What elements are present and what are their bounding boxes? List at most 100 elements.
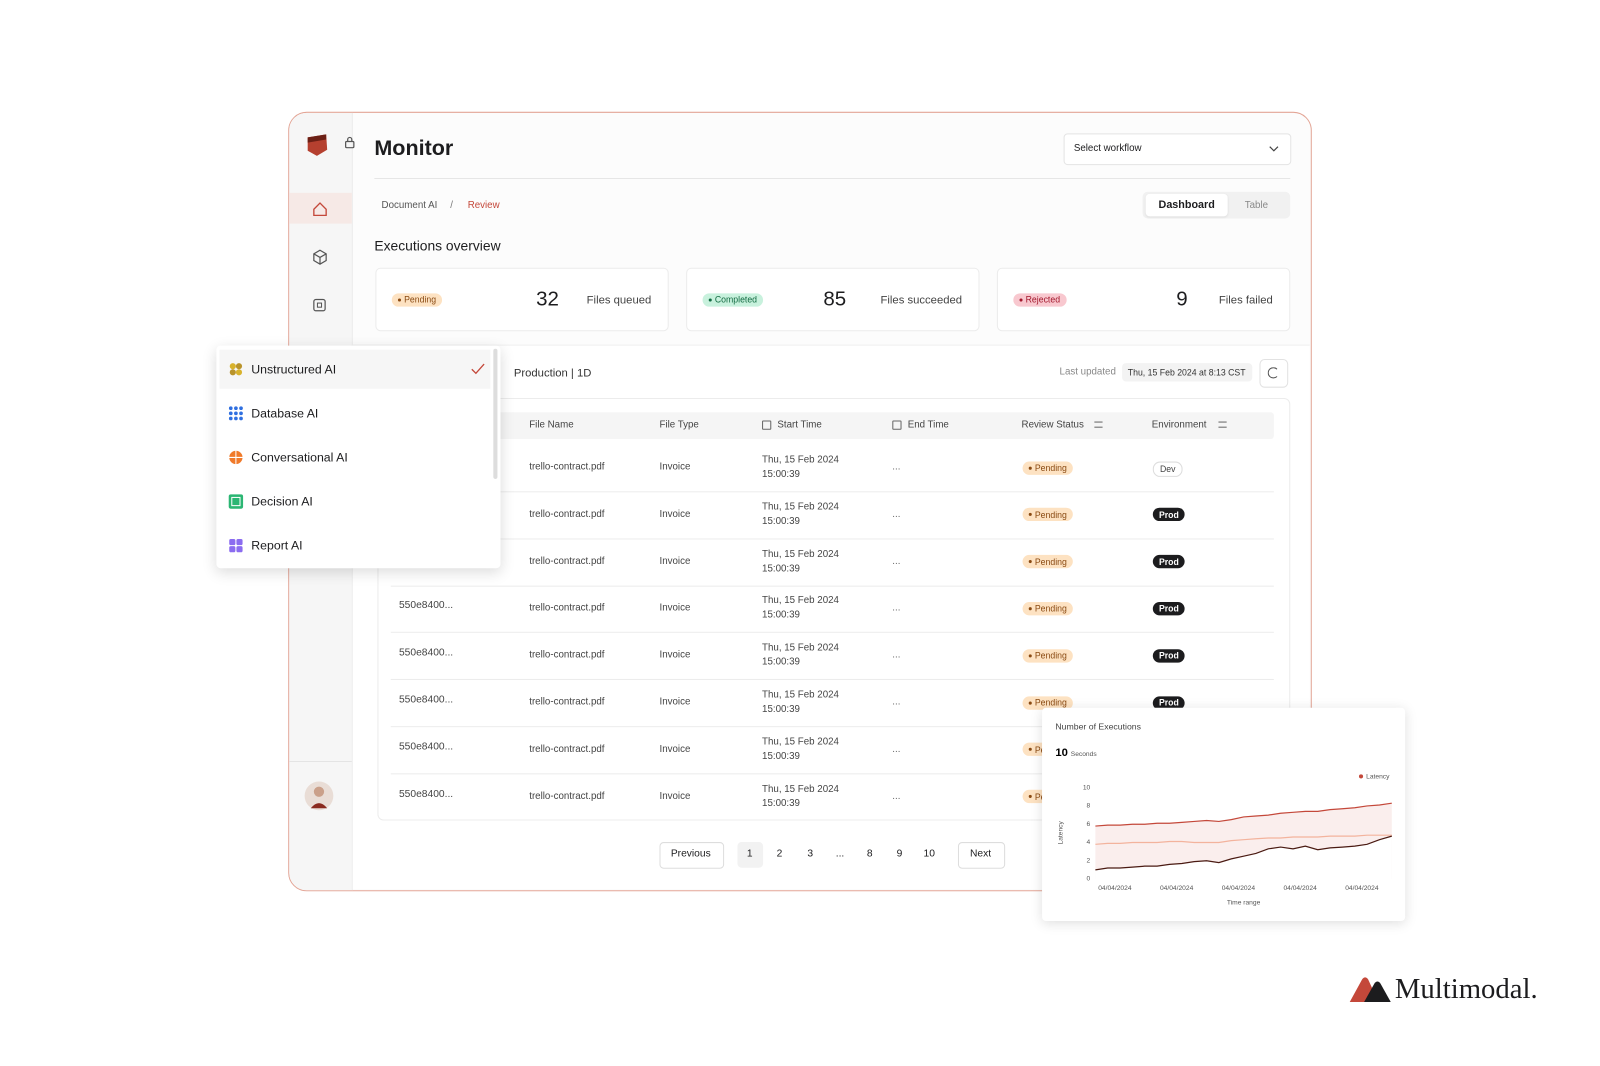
cell-file-name: trello-contract.pdf bbox=[529, 602, 605, 614]
table-header-row bbox=[390, 412, 1274, 439]
box-icon[interactable] bbox=[313, 249, 327, 265]
status-pill: Pending bbox=[1022, 461, 1074, 475]
calendar-icon bbox=[892, 420, 902, 430]
x-tick-label: 04/04/2024 bbox=[1283, 885, 1317, 892]
cell-start-time: 15:00:39 bbox=[762, 656, 800, 668]
brand-name: Multimodal. bbox=[1394, 973, 1538, 1006]
x-tick-label: 04/04/2024 bbox=[1345, 885, 1379, 892]
brand-logo-right bbox=[1364, 981, 1391, 1003]
tab-dashboard[interactable]: Dashboard bbox=[1158, 198, 1215, 212]
workflow-select-text: Select workflow bbox=[1073, 142, 1142, 154]
cell-start-time: 15:00:39 bbox=[762, 562, 800, 574]
status-text: Pending bbox=[404, 294, 437, 305]
status-pill: Rejected bbox=[1013, 292, 1067, 307]
icon-square-inner bbox=[231, 496, 241, 507]
icon-dot bbox=[239, 416, 243, 421]
y-tick-label: 10 bbox=[1083, 784, 1091, 791]
metric-unit: Seconds bbox=[1071, 751, 1098, 758]
cell-start-time: 15:00:39 bbox=[762, 703, 800, 715]
icon-square bbox=[228, 494, 244, 509]
column-header: Environment bbox=[1151, 419, 1207, 431]
lock-icon[interactable] bbox=[345, 140, 355, 149]
status-pill: Completed bbox=[702, 292, 764, 307]
dropdown-item[interactable]: Decision AI bbox=[251, 494, 313, 509]
y-tick-label: 6 bbox=[1087, 821, 1091, 828]
cell-start-date: Thu, 15 Feb 2024 bbox=[762, 689, 839, 701]
icon-dot bbox=[234, 406, 238, 411]
status-dot bbox=[1028, 560, 1032, 564]
cell-file-name: trello-contract.pdf bbox=[529, 461, 605, 473]
legend-label: Latency bbox=[1366, 774, 1390, 781]
dropdown-item[interactable]: Database AI bbox=[251, 406, 319, 421]
environment-pill: Prod bbox=[1152, 507, 1185, 522]
icon-dot bbox=[239, 406, 243, 411]
summary-count: 32 bbox=[536, 288, 559, 311]
environment-pill: Prod bbox=[1152, 648, 1185, 663]
line bbox=[1095, 834, 1392, 845]
cell-end-time: ... bbox=[892, 508, 901, 520]
status-pill: Pending bbox=[1022, 601, 1074, 616]
column-header: File Name bbox=[529, 419, 574, 431]
cell-file-type: Invoice bbox=[659, 461, 691, 473]
last-updated-pill bbox=[1122, 363, 1253, 382]
chip-icon[interactable] bbox=[313, 298, 326, 312]
page-number[interactable]: 1 bbox=[746, 848, 753, 860]
icon-petal bbox=[229, 369, 236, 376]
cell-start-date: Thu, 15 Feb 2024 bbox=[762, 595, 839, 607]
chart-card bbox=[1042, 707, 1406, 922]
icon-dot bbox=[234, 411, 238, 416]
status-dot bbox=[1028, 794, 1032, 799]
next-button-text[interactable]: Next bbox=[969, 848, 992, 860]
page-number[interactable]: 9 bbox=[896, 848, 903, 860]
tab-table[interactable]: Table bbox=[1244, 199, 1269, 212]
row-divider bbox=[390, 679, 1274, 681]
cell-start-date: Thu, 15 Feb 2024 bbox=[762, 501, 839, 513]
line bbox=[1095, 802, 1392, 827]
filter-icon[interactable] bbox=[1218, 421, 1227, 428]
page-number[interactable]: 10 bbox=[923, 848, 935, 860]
previous-button-text[interactable]: Previous bbox=[670, 848, 711, 860]
chart-title: Number of Executions bbox=[1055, 721, 1141, 731]
summary-label: Files failed bbox=[1218, 294, 1273, 307]
icon-petal bbox=[229, 363, 236, 370]
metric-value: 10 bbox=[1055, 747, 1068, 759]
page-number[interactable]: 3 bbox=[807, 848, 814, 860]
cell-file-name: trello-contract.pdf bbox=[529, 649, 605, 661]
cell-id: 550e8400... bbox=[398, 647, 454, 659]
row-divider bbox=[390, 491, 1274, 493]
workflow-select[interactable] bbox=[1063, 133, 1292, 166]
cell-file-type: Invoice bbox=[659, 555, 691, 567]
page-number[interactable]: ... bbox=[835, 848, 845, 860]
page-number[interactable]: 8 bbox=[866, 848, 873, 860]
home-icon[interactable] bbox=[313, 202, 327, 217]
nav-home-active[interactable] bbox=[289, 192, 352, 224]
y-tick-label: 4 bbox=[1087, 839, 1091, 846]
dropdown-item[interactable]: Report AI bbox=[251, 538, 303, 553]
tab-active[interactable] bbox=[1145, 193, 1228, 217]
dropdown-item[interactable]: Unstructured AI bbox=[251, 362, 337, 377]
x-axis-label: Time range bbox=[1227, 899, 1261, 906]
app-logo-top bbox=[307, 134, 327, 143]
breadcrumb-item[interactable]: Document AI bbox=[381, 199, 438, 212]
lock-shackle bbox=[347, 136, 353, 142]
row-divider bbox=[390, 538, 1274, 540]
status-dot bbox=[1028, 607, 1032, 611]
cell-start-date: Thu, 15 Feb 2024 bbox=[762, 548, 839, 560]
cell-file-type: Invoice bbox=[659, 508, 691, 520]
previous-button[interactable] bbox=[659, 842, 725, 869]
cell-file-type: Invoice bbox=[659, 649, 691, 661]
cell-end-time: ... bbox=[892, 461, 901, 473]
section-title: Executions overview bbox=[374, 237, 501, 254]
icon-petal bbox=[235, 369, 243, 376]
filter-icon[interactable] bbox=[1094, 421, 1103, 428]
avatar-face bbox=[313, 786, 325, 797]
page-number[interactable]: 2 bbox=[776, 848, 783, 860]
status-text: Pending bbox=[1034, 509, 1067, 520]
brand-logo bbox=[1349, 977, 1391, 1003]
cell-id: 550e8400... bbox=[398, 788, 454, 800]
icon-dot bbox=[239, 411, 243, 416]
next-button[interactable] bbox=[957, 842, 1006, 869]
dropdown-item[interactable]: Conversational AI bbox=[251, 450, 348, 465]
select-chevron bbox=[1269, 146, 1279, 152]
